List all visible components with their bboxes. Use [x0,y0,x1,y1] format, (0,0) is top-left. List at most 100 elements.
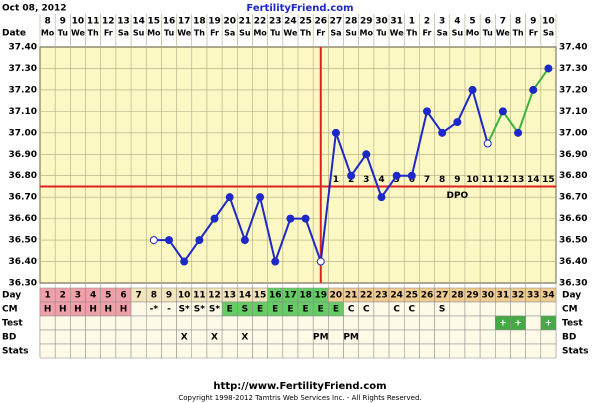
y-tick-label-right: 36.90 [559,150,587,160]
temp-point [544,64,553,73]
weekday-label: Su [133,29,145,38]
cell-text: E [333,305,339,315]
date-label: 16 [163,17,176,27]
weekday-label: Fr [316,29,325,38]
row-cell [267,329,284,345]
weekday-label: Mo [147,29,161,38]
cycle-day: 13 [223,291,236,301]
row-cell [403,329,420,345]
weekday-label: Mo [41,29,55,38]
row-cell [115,315,132,331]
row-cell [176,343,193,359]
weekday-label: Tu [164,29,175,38]
date-label: 12 [102,17,115,27]
cell-text: PM [313,333,329,343]
cycle-day: 19 [314,291,327,301]
temp-point [240,236,249,245]
row-cell [191,329,208,345]
y-tick-label: 37.10 [9,107,37,117]
row-cell [297,329,314,345]
row-cell [373,329,390,345]
temp-point [225,193,234,202]
date-label: 7 [500,17,506,27]
row-label: Test [2,319,23,329]
row-cell [130,301,147,317]
weekday-label: Su [345,29,357,38]
row-cell [388,315,405,331]
weekday-label: We [71,29,86,38]
footer-url: http://www.FertilityFriend.com [213,381,386,392]
row-cell [419,329,435,345]
cell-text: H [89,305,97,315]
cell-text: E [287,305,293,315]
row-cell [343,315,359,331]
temp-point [514,128,523,137]
y-tick-label: 36.90 [9,150,37,160]
temp-point [483,139,492,148]
temp-point [362,150,371,159]
temp-point [286,214,295,223]
cycle-day: 31 [497,291,510,301]
cycle-day: 20 [330,291,343,301]
row-cell [282,343,299,359]
temp-point [210,214,219,223]
date-label: 8 [515,17,521,27]
row-cell [464,343,481,359]
cell-text: H [105,305,113,315]
y-tick-label-right: 37.40 [559,43,587,53]
weekday-label: Sa [224,29,235,38]
cell-text: S* [209,305,220,315]
cell-text: + [499,319,507,329]
row-cell [464,301,481,317]
row-cell [70,315,86,331]
dpo-number: 8 [439,175,445,185]
row-cell [161,343,177,359]
row-cell [540,329,557,345]
dpo-number: 7 [424,175,430,185]
weekday-label: Th [300,29,311,38]
cell-text: C [393,305,400,315]
y-tick-label-right: 37.10 [559,107,587,117]
row-cell [70,329,86,345]
weekday-label: We [390,29,405,38]
cycle-day: 12 [208,291,221,301]
weekday-label: Tu [58,29,69,38]
dpo-number: 9 [454,175,460,185]
date-label: 21 [239,17,252,27]
dpo-number: 13 [512,175,525,185]
row-cell [525,315,542,331]
row-cell [282,329,299,345]
row-cell [176,315,193,331]
temp-point [392,171,401,180]
weekday-label: We [283,29,298,38]
row-cell [115,329,132,345]
y-tick-label: 36.40 [9,257,37,267]
date-label: 8 [44,17,50,27]
cycle-day: 2 [60,291,66,301]
row-cell [419,301,435,317]
date-label: 15 [148,17,161,27]
cycle-day: 16 [269,291,282,301]
y-tick-label: 37.00 [9,128,37,138]
row-cell [100,315,117,331]
date-label: 4 [454,17,460,27]
y-tick-label-right: 36.40 [559,257,587,267]
weekday-label: Su [452,29,464,38]
cycle-day: 33 [527,291,540,301]
row-cell [206,315,223,331]
row-cell [39,329,56,345]
row-cell [85,329,101,345]
dpo-number: 14 [527,175,540,185]
row-label-right: CM [562,305,578,315]
cycle-day: 18 [299,291,312,301]
cycle-day: 1 [44,291,50,301]
row-cell [252,343,268,359]
date-label: 29 [360,17,373,27]
row-cell [434,315,451,331]
y-tick-label: 36.80 [9,171,37,181]
row-cell [328,343,344,359]
row-cell [100,329,117,345]
y-tick-label-right: 36.70 [559,193,587,203]
date-label: 18 [193,17,206,27]
row-cell [479,315,496,331]
